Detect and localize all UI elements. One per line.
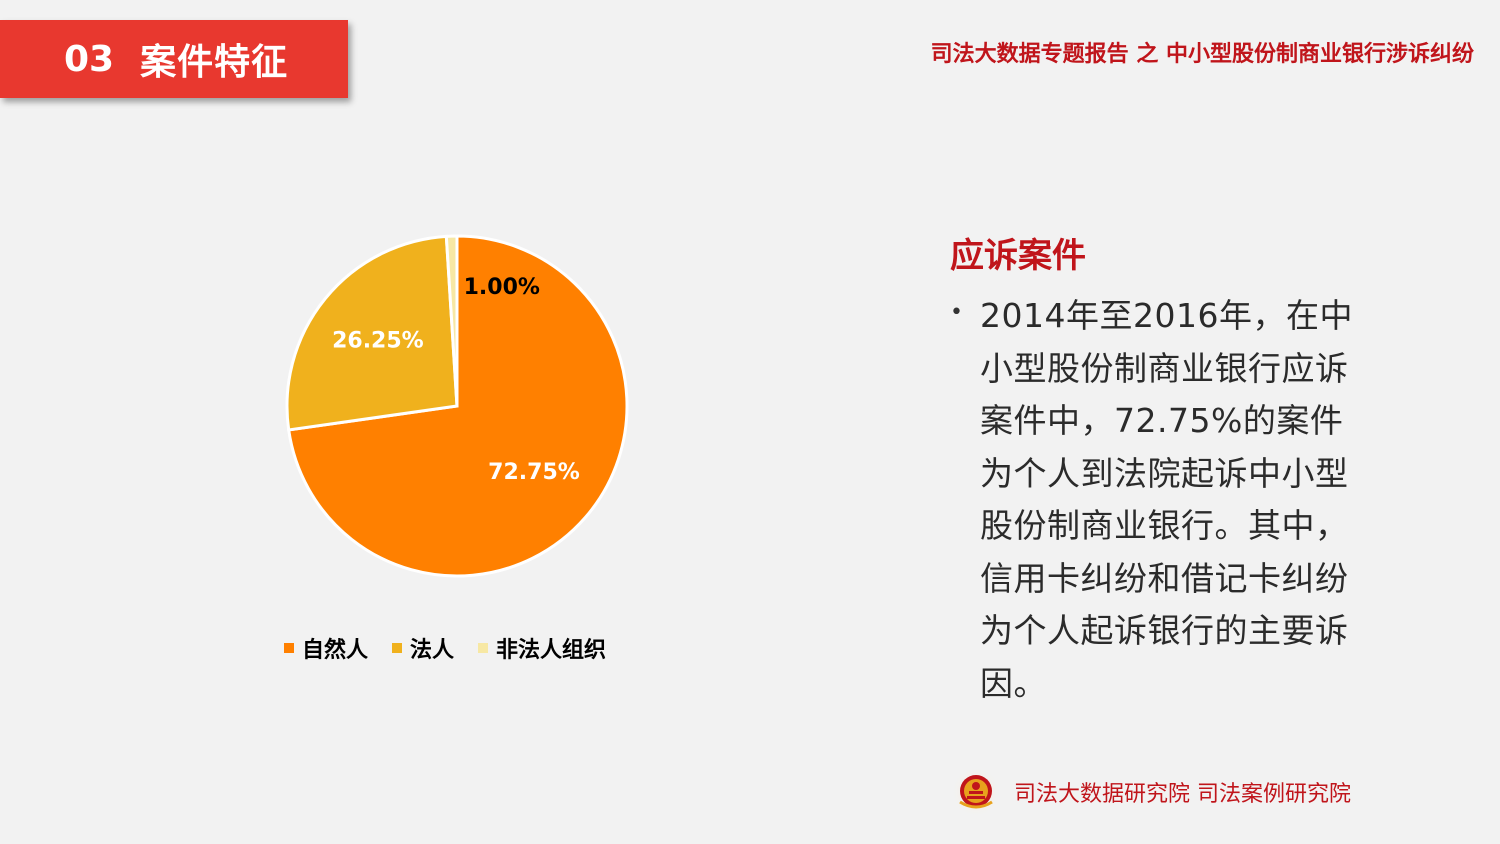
legend-item-3: 非法人组织 bbox=[478, 632, 606, 664]
pie-data-label-3: 1.00% bbox=[464, 275, 540, 300]
section-tab: 03 案件特征 bbox=[0, 20, 348, 98]
section-number: 03 bbox=[64, 38, 115, 80]
footer: 司法大数据研究院 司法案例研究院 bbox=[950, 766, 1351, 818]
legend-item-2: 法人 bbox=[392, 632, 454, 664]
pie-slice-2 bbox=[285, 234, 459, 432]
report-title: 司法大数据专题报告 之 中小型股份制商业银行涉诉纠纷 bbox=[930, 42, 1474, 67]
legend-swatch-icon bbox=[478, 643, 489, 653]
pie-chart: 72.75% 26.25% 1.00% bbox=[270, 220, 650, 600]
pie-chart-svg: 72.75% 26.25% 1.00% bbox=[285, 234, 629, 578]
chart-legend: 自然人 法人 非法人组织 bbox=[284, 632, 630, 664]
bullet-text: 2014年至2016年，在中小型股份制商业银行应诉案件中，72.75%的案件为个… bbox=[980, 296, 1353, 703]
pie-data-label-1: 72.75% bbox=[488, 460, 580, 485]
legend-swatch-icon bbox=[392, 643, 403, 653]
pie-slice-3 bbox=[444, 234, 459, 407]
legend-swatch-icon bbox=[284, 643, 294, 653]
bullet-dot-icon: • bbox=[950, 300, 963, 325]
legend-label: 法人 bbox=[410, 638, 455, 663]
court-emblem-icon bbox=[950, 766, 1002, 818]
pie-data-label-2: 26.25% bbox=[332, 329, 424, 354]
section-heading: 应诉案件 bbox=[950, 236, 1086, 276]
section-title: 案件特征 bbox=[140, 42, 289, 83]
legend-item-1: 自然人 bbox=[284, 632, 368, 664]
legend-label: 非法人组织 bbox=[496, 638, 607, 663]
legend-label: 自然人 bbox=[302, 638, 369, 663]
footer-org-text: 司法大数据研究院 司法案例研究院 bbox=[1014, 782, 1351, 807]
